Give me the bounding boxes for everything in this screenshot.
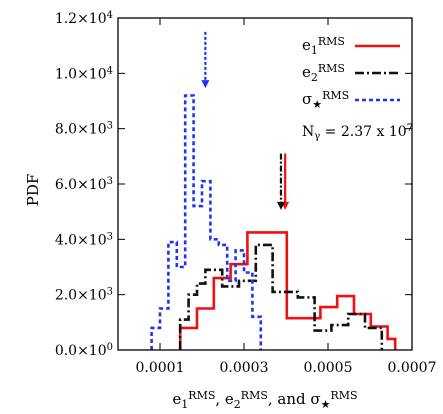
axis-ticks [118, 17, 413, 351]
series-sigma-line [150, 94, 263, 350]
x-tick-label: 0.0005 [304, 360, 353, 376]
x-tick-label: 0.0001 [136, 360, 185, 376]
x-axis-label: e1RMS, e2RMS, and σ★RMS [172, 389, 357, 411]
series-e1-line [178, 231, 397, 350]
y-tick-label: 2.0×103 [55, 287, 113, 304]
y-tick-label: 1.2×104 [55, 10, 113, 27]
mean-arrow-head-e2 [276, 201, 285, 210]
y-tick-label: 1.0×104 [55, 66, 113, 83]
x-tick-label: 0.0003 [220, 360, 269, 376]
photon-count-annotation: Nγ = 2.37 x 107 [302, 123, 413, 142]
legend-label-e2: e2RMS [302, 62, 345, 84]
y-tick-label: 6.0×103 [55, 176, 113, 193]
legend: e1RMS e2RMS σ★RMS [302, 35, 400, 111]
y-axis-label: PDF [24, 174, 42, 207]
mean-arrows [201, 31, 290, 210]
x-tick-label: 0.0007 [388, 360, 437, 376]
mean-arrow-head-sigma [201, 80, 210, 89]
legend-label-sigma: σ★RMS [302, 89, 349, 111]
y-tick-label: 8.0×103 [55, 121, 113, 138]
series-e2-line [178, 243, 384, 350]
y-tick-label: 4.0×103 [55, 232, 113, 249]
y-tick-label: 0.0×100 [55, 342, 113, 359]
legend-label-e1: e1RMS [302, 35, 345, 57]
tick-labels: 0.0001 0.0003 0.0005 0.0007 0.0×100 2.0×103 4.… [55, 10, 437, 376]
series-layer [150, 94, 397, 350]
plot-frame [117, 17, 413, 351]
